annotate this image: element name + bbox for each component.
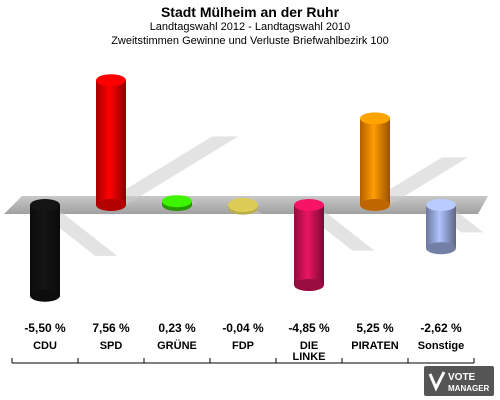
bar-top-cap: [96, 74, 126, 87]
bar-sonstige: [426, 199, 456, 255]
value-label: -4,85 %: [288, 321, 330, 335]
value-label: 5,25 %: [356, 321, 394, 335]
bar-fdp: [228, 198, 258, 215]
category-label: LINKE: [293, 351, 326, 363]
value-label: -5,50 %: [24, 321, 66, 335]
category-label: FDP: [232, 340, 254, 352]
bar-grüne: [162, 195, 192, 211]
bar-top-cap: [294, 199, 324, 211]
bar-body: [96, 80, 126, 205]
value-labels: -5,50 % 7,56 % 0,23 % -0,04 % -4,85 % 5,25 % -…: [24, 321, 462, 335]
bar-shadow: [100, 136, 239, 205]
bar-cdu: [30, 199, 60, 302]
bar-body: [426, 205, 456, 249]
value-label: 0,23 %: [158, 321, 196, 335]
bar-top-cap: [426, 199, 456, 211]
category-label: PIRATEN: [351, 340, 399, 352]
chart-titles: Stadt Mülheim an der Ruhr Landtagswahl 2…: [0, 0, 500, 48]
value-label: -2,62 %: [420, 321, 462, 335]
value-label: 7,56 %: [92, 321, 130, 335]
bar-piraten: [360, 112, 390, 211]
bar-bottom-cap: [294, 279, 324, 292]
bar-body: [294, 205, 324, 286]
bar-bottom-cap: [30, 289, 60, 302]
bar-top-cap: [228, 198, 258, 212]
bar-spd: [96, 74, 126, 211]
chart-subtitle-2: Zweitstimmen Gewinne und Verluste Briefw…: [111, 35, 389, 47]
category-label: Sonstige: [418, 340, 464, 352]
bar-body: [360, 118, 390, 205]
chart-subtitle-1: Landtagswahl 2012 - Landtagswahl 2010: [149, 21, 351, 33]
bar-die-linke: [294, 199, 324, 292]
category-label: DIE: [300, 340, 318, 352]
checkmark-icon: [428, 371, 446, 392]
category-label: CDU: [33, 340, 57, 352]
chart-title: Stadt Mülheim an der Ruhr: [160, 4, 340, 20]
bar-bottom-cap: [426, 242, 456, 255]
bar-top-cap: [360, 112, 390, 125]
category-label: SPD: [100, 340, 123, 352]
bar-top-cap: [162, 195, 192, 208]
logo-line2: MANAGER: [448, 384, 490, 393]
logo-line1: VOTE: [448, 372, 476, 383]
bar-body: [30, 205, 60, 296]
vote-manager-logo: VOTE MANAGER: [424, 366, 494, 396]
bar-bottom-cap: [96, 199, 126, 211]
value-label: -0,04 %: [222, 321, 264, 335]
bar-top-cap: [30, 199, 60, 211]
bars: [30, 74, 456, 302]
bar-bottom-cap: [360, 199, 390, 211]
category-label: GRÜNE: [157, 339, 197, 352]
